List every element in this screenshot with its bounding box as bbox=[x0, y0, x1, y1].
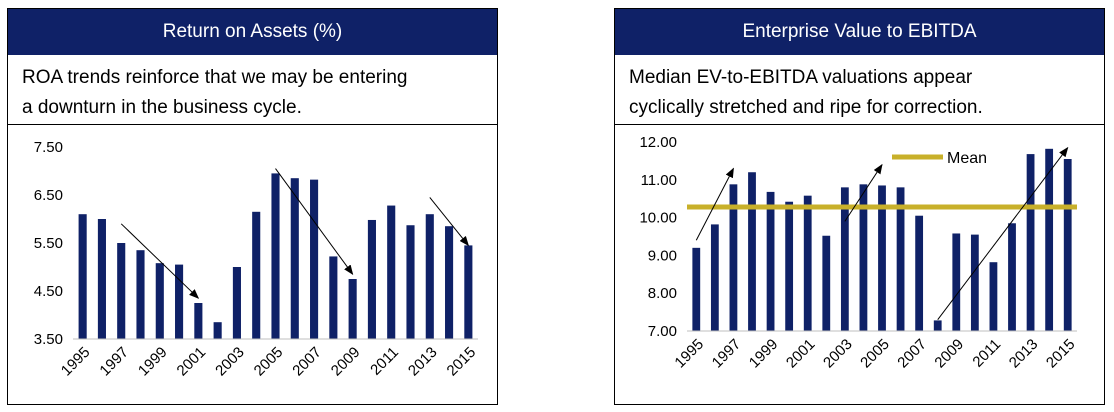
ev-bar bbox=[970, 234, 979, 331]
ev-trend-arrow bbox=[844, 163, 883, 222]
ev-bar bbox=[803, 195, 812, 331]
roa-bar bbox=[406, 225, 415, 339]
ev-bar bbox=[915, 215, 924, 331]
roa-bar bbox=[155, 263, 164, 339]
ev-bar bbox=[766, 191, 775, 331]
ev-bar bbox=[859, 184, 868, 331]
roa-y-tick-label: 4.50 bbox=[34, 283, 63, 300]
ev-trend-arrow bbox=[695, 167, 734, 241]
roa-bar bbox=[445, 226, 454, 339]
ev-bar bbox=[1008, 223, 1016, 331]
ev-bar bbox=[729, 184, 738, 331]
roa-panel-subtitle: ROA trends reinforce that we may be ente… bbox=[8, 55, 497, 125]
roa-bar-chart: 3.50 4.50 5.50 6.50 7.50 1995 1997 1999 2001 2003… bbox=[34, 139, 480, 380]
roa-y-tick-label: 5.50 bbox=[34, 235, 63, 252]
ev-bar bbox=[1045, 148, 1054, 331]
roa-panel: Return on Assets (%) ROA trends reinforc… bbox=[7, 8, 498, 405]
roa-bar bbox=[213, 322, 222, 339]
roa-trend-arrow bbox=[429, 197, 469, 247]
roa-trend-arrow bbox=[120, 223, 200, 299]
ev-x-tick-label: 1995 bbox=[671, 336, 707, 372]
roa-y-tick-label: 3.50 bbox=[34, 331, 63, 348]
roa-x-tick-label: 1995 bbox=[58, 344, 94, 380]
roa-bar bbox=[136, 250, 145, 339]
ev-bar bbox=[1063, 159, 1072, 331]
ev-bar bbox=[710, 224, 719, 331]
roa-x-tick-label: 2015 bbox=[444, 344, 480, 380]
roa-x-tick-label: 2003 bbox=[212, 344, 248, 380]
ev-x-tick-label: 2011 bbox=[969, 336, 1004, 371]
ev-x-tick-label: 2013 bbox=[1006, 336, 1042, 372]
roa-bar bbox=[78, 214, 87, 339]
roa-bar bbox=[97, 219, 106, 339]
roa-bar bbox=[425, 214, 434, 339]
ev-bar bbox=[692, 247, 701, 331]
ev-x-tick-label: 2015 bbox=[1043, 336, 1079, 372]
ev-ebitda-panel-subtitle: Median EV-to-EBITDA valuations appear cy… bbox=[615, 55, 1104, 125]
ev-trend-arrow bbox=[937, 146, 1069, 320]
ev-x-tick-label: 1999 bbox=[746, 336, 782, 372]
roa-bar bbox=[290, 178, 299, 339]
roa-bar bbox=[367, 219, 376, 339]
roa-x-tick-label: 2007 bbox=[289, 344, 325, 380]
ev-x-tick-label: 2007 bbox=[894, 336, 930, 372]
roa-bar bbox=[310, 179, 319, 339]
roa-x-tick-label: 1997 bbox=[96, 344, 132, 380]
ev-ebitda-subtitle-line-2: cyclically stretched and ripe for correc… bbox=[629, 97, 983, 118]
roa-trend-arrow bbox=[275, 168, 354, 276]
roa-bar bbox=[232, 267, 241, 339]
roa-bar bbox=[329, 256, 338, 339]
roa-x-tick-label: 2013 bbox=[405, 344, 441, 380]
ev-y-tick-label: 9.00 bbox=[648, 247, 677, 264]
ev-legend-label: Mean bbox=[947, 150, 987, 167]
ev-bar bbox=[785, 201, 794, 331]
roa-y-tick-label: 7.50 bbox=[34, 139, 63, 156]
ev-bar bbox=[989, 262, 998, 331]
roa-panel-title: Return on Assets (%) bbox=[8, 9, 497, 55]
ev-y-tick-label: 8.00 bbox=[648, 285, 677, 302]
ev-y-tick-label: 7.00 bbox=[648, 323, 677, 340]
roa-x-tick-label: 2005 bbox=[251, 344, 287, 380]
ev-ebitda-subtitle-line-1: Median EV-to-EBITDA valuations appear bbox=[629, 67, 973, 88]
ev-bar bbox=[748, 172, 756, 331]
ev-y-tick-label: 12.00 bbox=[639, 134, 677, 151]
roa-x-tick-label: 2001 bbox=[174, 344, 210, 380]
ev-bar bbox=[933, 320, 942, 331]
ev-y-tick-label: 10.00 bbox=[639, 210, 677, 227]
ev-ebitda-panel-title: Enterprise Value to EBITDA bbox=[615, 9, 1104, 55]
ev-bar bbox=[1026, 154, 1035, 331]
roa-bar bbox=[464, 245, 473, 339]
ev-ebitda-panel: Enterprise Value to EBITDA Median EV-to-… bbox=[614, 8, 1105, 405]
roa-bar bbox=[194, 303, 203, 339]
ev-y-tick-label: 11.00 bbox=[641, 172, 677, 189]
roa-bar bbox=[387, 205, 396, 339]
roa-bar bbox=[117, 243, 126, 339]
ev-bar bbox=[878, 185, 886, 331]
roa-x-tick-label: 2011 bbox=[367, 344, 402, 379]
roa-bar bbox=[348, 279, 357, 339]
ev-bar bbox=[896, 187, 905, 331]
roa-subtitle-line-1: ROA trends reinforce that we may be ente… bbox=[22, 67, 408, 88]
ev-x-tick-label: 2009 bbox=[931, 336, 967, 372]
roa-bar bbox=[252, 211, 261, 339]
ev-bar bbox=[952, 233, 961, 331]
ev-bar bbox=[840, 187, 849, 331]
ev-x-tick-label: 2003 bbox=[820, 336, 856, 372]
roa-x-tick-label: 2009 bbox=[328, 344, 364, 380]
roa-y-tick-label: 6.50 bbox=[34, 187, 63, 204]
roa-x-tick-label: 1999 bbox=[135, 344, 171, 380]
ev-x-tick-label: 2001 bbox=[783, 336, 819, 372]
roa-bar bbox=[271, 173, 280, 339]
ev-bar bbox=[822, 235, 831, 331]
ev-x-tick-label: 2005 bbox=[857, 336, 893, 372]
ev-ebitda-bar-chart: 7.00 8.00 9.00 10.00 11.00 12.00 Mean 1995 1997 1… bbox=[639, 134, 1079, 372]
ev-x-tick-label: 1997 bbox=[709, 336, 745, 372]
roa-bar bbox=[175, 264, 184, 339]
roa-subtitle-line-2: a downturn in the business cycle. bbox=[22, 97, 302, 118]
